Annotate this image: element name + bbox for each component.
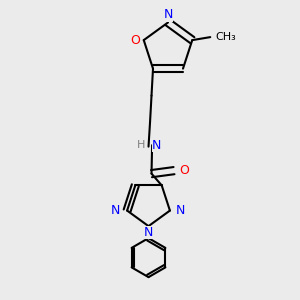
Text: O: O — [179, 164, 189, 177]
Text: H: H — [137, 140, 146, 150]
Text: N: N — [175, 204, 185, 217]
Text: N: N — [111, 204, 121, 217]
Text: O: O — [130, 34, 140, 46]
Text: N: N — [144, 226, 153, 239]
Text: CH₃: CH₃ — [216, 32, 236, 42]
Text: N: N — [163, 8, 173, 22]
Text: N: N — [152, 139, 161, 152]
